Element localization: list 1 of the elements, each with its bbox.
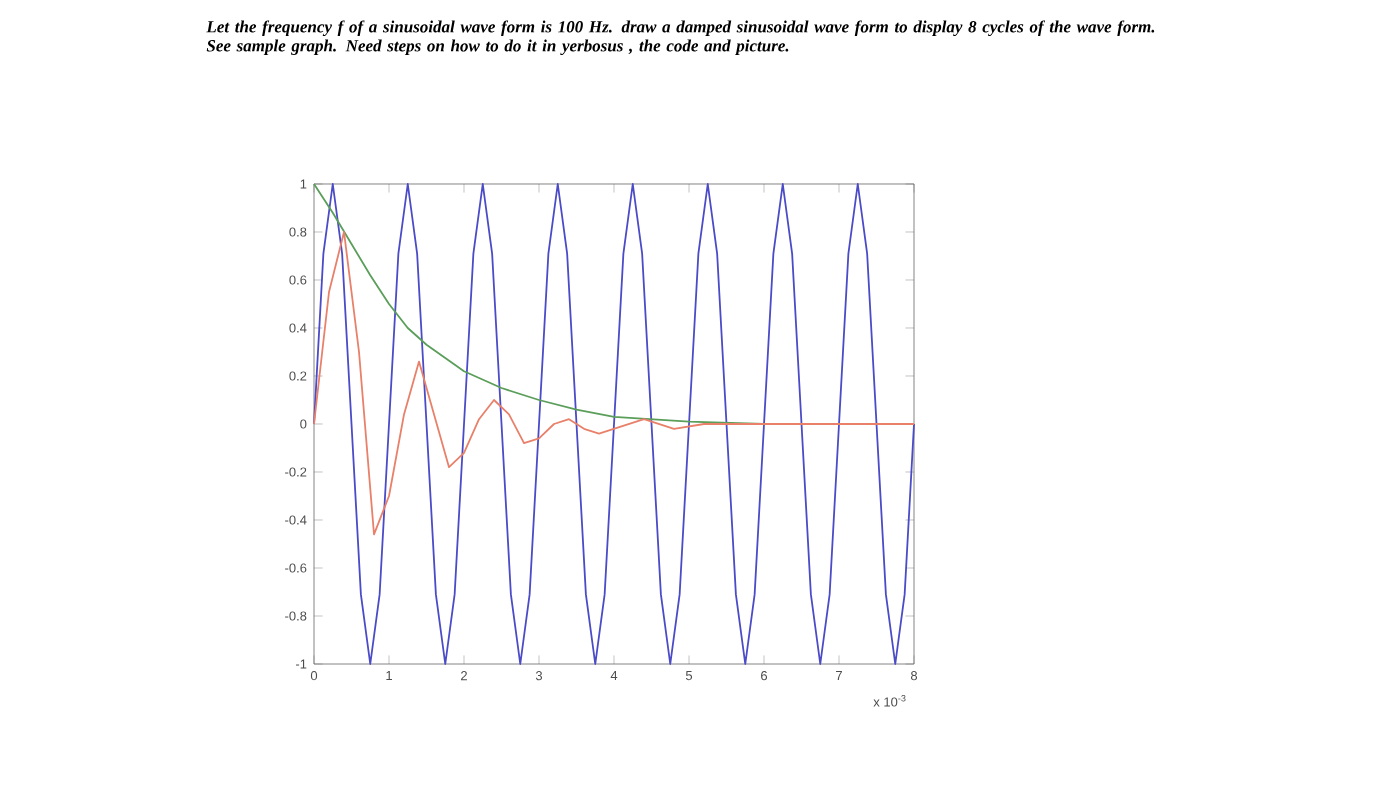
chart-title: Let the frequency f of a sinusoidal wave form is 100 Hz. draw a damped sinusoidal wave form to display 8 cycles of the wave form. See sample graph. Need steps on how to do it in yerbosus , the code and picture. bbox=[206, 20, 1155, 56]
